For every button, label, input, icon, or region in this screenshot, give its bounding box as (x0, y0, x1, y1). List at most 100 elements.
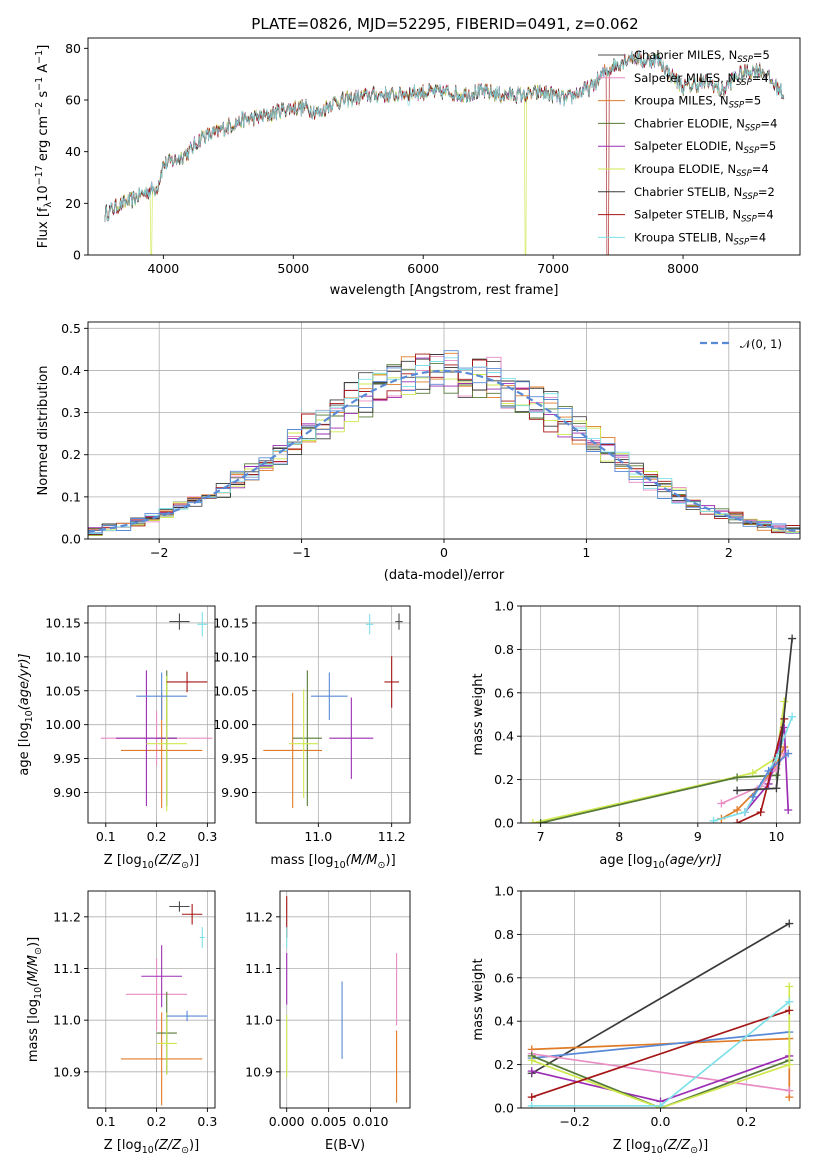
y-axis-label-part: ⊙ (33, 947, 44, 955)
weight-marker (785, 982, 794, 991)
x-axis-label-part: )] (189, 853, 199, 868)
y-tick-label: 10.10 (213, 649, 249, 664)
x-axis-label-part: ⊙ (181, 1145, 189, 1156)
y-tick-label: 10.15 (45, 615, 81, 630)
weight-marker (784, 749, 793, 758)
y-tick-label: 9.90 (221, 785, 249, 800)
x-tick-label: 0.000 (269, 1114, 305, 1129)
legend-n-sub: SSP (736, 78, 752, 88)
legend-entry-part: (0, 1) (751, 337, 782, 351)
spectrum-panel: 4000 5000 6000 7000 8000 0 20 40 60 80 wavelength … (34, 37, 801, 298)
errorbar-point-kroupa-elodie (146, 675, 188, 812)
x-tick-label: 8000 (667, 261, 699, 276)
plot-area (528, 634, 797, 823)
x-tick-label: 0.1 (96, 829, 116, 844)
x-tick-label: 0.0 (651, 1114, 671, 1129)
y-axis-label-part: 10 (36, 185, 51, 202)
x-tick-label: 0.2 (147, 1114, 167, 1129)
x-axis-label-part: 10 (142, 860, 154, 871)
y-tick-label: 11.2 (245, 909, 273, 924)
y-tick-label: 11.0 (245, 1013, 273, 1028)
y-axis-label-part: −1 (34, 50, 45, 64)
y-tick-label: 0.8 (494, 927, 514, 942)
legend-nssp-value: 4 (761, 71, 768, 85)
x-axis-label-part: ⊙ (378, 860, 386, 871)
y-tick-label: 1.0 (494, 884, 514, 899)
legend: 𝒩(0, 1) (700, 337, 782, 351)
x-axis-label-part: mass [log (270, 853, 333, 868)
y-tick-label: 9.95 (53, 751, 81, 766)
residuals-panel: −2 −1 0 1 2 0.0 0.1 0.2 0.3 0.4 0.5 (data-model)/er… (36, 321, 801, 583)
legend-entry: 𝒩(0, 1) (740, 337, 782, 351)
errorbar-point-kroupa-elodie (289, 689, 319, 798)
y-tick-label: 0.8 (494, 642, 514, 657)
x-axis-label-part: (M/M (346, 853, 378, 868)
plot-area (100, 612, 213, 812)
weight-marker (740, 808, 749, 817)
x-tick-label: 5000 (277, 261, 309, 276)
y-tick-label: 10.9 (53, 1064, 81, 1079)
x-axis-label-part: )] (189, 1138, 199, 1153)
legend-n: N (727, 71, 736, 85)
legend-eq: = (744, 94, 754, 108)
weight-marker (785, 919, 794, 928)
plot-area (121, 901, 208, 1106)
x-axis-label-part: 10 (142, 1145, 154, 1156)
y-axis-label-part: )] (26, 937, 41, 947)
legend-name: Chabrier MILES (634, 48, 721, 62)
plot-area (263, 613, 403, 809)
weight-line (531, 1052, 790, 1092)
legend-eq: = (752, 162, 762, 176)
errorbar-point-salpeter-miles (126, 958, 188, 1031)
legend-entry: Kroupa ELODIE, NSSP=4 (634, 162, 769, 179)
x-tick-label: 11.0 (304, 829, 332, 844)
x-tick-label: 7 (537, 829, 545, 844)
spectrum-line-kroupa-stelib (104, 50, 785, 222)
x-axis-label: (data-model)/error (384, 568, 505, 583)
x-axis-label-part: 10 (653, 860, 665, 871)
legend-eq: = (759, 139, 769, 153)
y-axis-label-part: 10 (24, 710, 35, 722)
axes-frame (520, 890, 801, 1109)
x-axis-label-part: )] (386, 853, 396, 868)
y-tick-label: 0 (73, 248, 81, 263)
legend-n: N (732, 208, 741, 222)
errorbar-point-kroupa-stelib (197, 612, 208, 637)
x-axis-label-part: ⊙ (181, 860, 189, 871)
x-tick-label: 9 (694, 829, 702, 844)
y-tick-label: 0.3 (61, 405, 81, 420)
histogram-gauss (88, 350, 800, 538)
errorbar-point-gauss (136, 672, 188, 720)
y-tick-label: 80 (65, 41, 81, 56)
legend-n-sub: SSP (741, 215, 757, 225)
y-axis-label-part: (M/M (26, 955, 41, 987)
y-axis-label-part: ] (36, 45, 51, 50)
x-tick-label: −1 (292, 545, 310, 560)
normal-reference-curve (88, 369, 800, 533)
y-tick-label: 0.4 (61, 363, 81, 378)
y-axis-label-part: −17 (34, 165, 45, 185)
legend-n: N (735, 139, 744, 153)
legend-n-sub: SSP (742, 192, 758, 202)
weight-marker (784, 805, 793, 814)
weight-marker (788, 712, 797, 721)
legend-nssp-value: 5 (769, 139, 776, 153)
y-tick-label: 0.2 (61, 447, 81, 462)
legend-entry: Chabrier STELIB, NSSP=2 (634, 185, 775, 202)
mass-vs-metallicity-panel: 0.1 0.2 0.310.911.011.111.2Z [log10(Z/Z⊙)]… (26, 890, 217, 1156)
y-tick-label: 0.1 (61, 489, 81, 504)
legend-eq: = (758, 185, 768, 199)
weight-marker (772, 784, 781, 793)
weight-series-chabrier-stelib (733, 634, 797, 795)
weight-line (540, 774, 777, 823)
weight-marker (527, 1067, 536, 1076)
x-axis-label: wavelength [Angstrom, rest frame] (330, 283, 559, 298)
x-tick-label: 0.2 (147, 829, 167, 844)
y-tick-label: 0.4 (494, 1014, 514, 1029)
legend-n-sub: SSP (729, 101, 745, 111)
x-axis-label-part: 10 (334, 860, 346, 871)
x-tick-label: 11.2 (378, 829, 406, 844)
legend-sep: , (726, 185, 733, 199)
legend-eq: = (757, 208, 767, 222)
